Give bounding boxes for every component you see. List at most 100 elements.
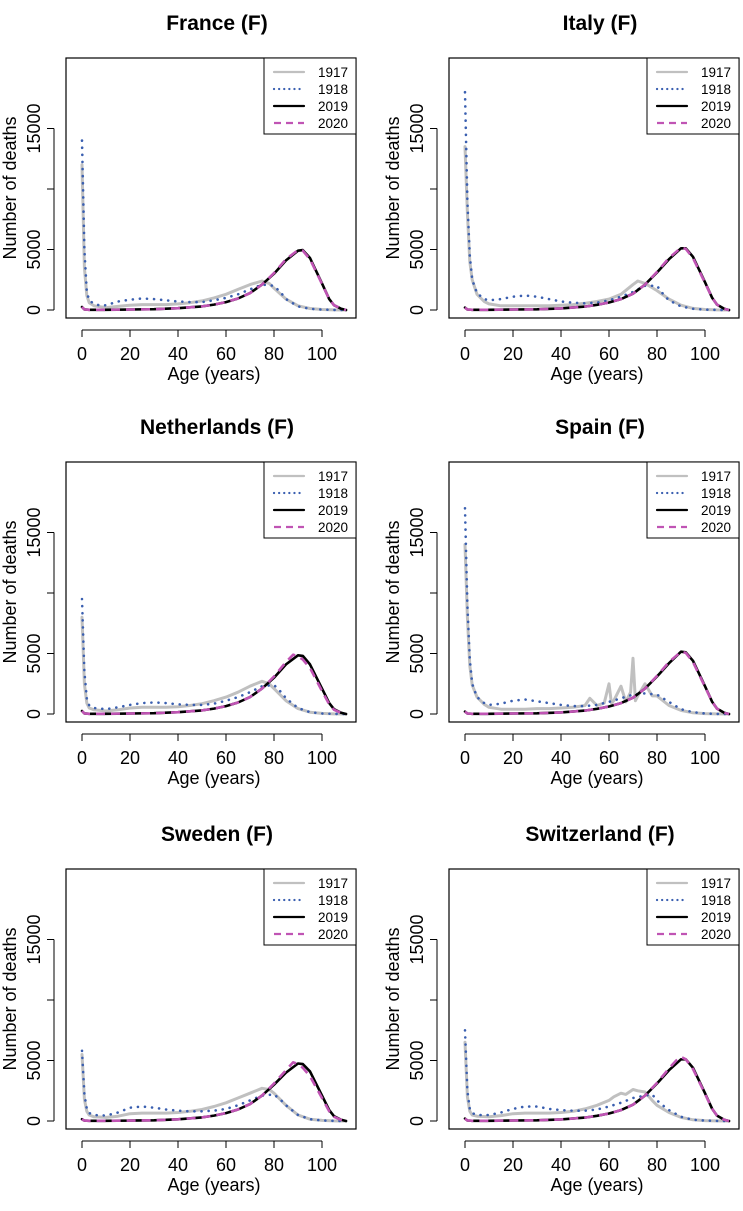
legend-label: 1917 (318, 65, 348, 80)
legend-label: 2019 (701, 99, 731, 114)
x-tick-label: 100 (307, 344, 337, 364)
x-tick-label: 0 (460, 1155, 470, 1175)
x-tick-label: 20 (503, 344, 523, 364)
legend-label: 2020 (318, 116, 348, 131)
x-tick-label: 100 (690, 344, 720, 364)
chart-title: Netherlands (F) (140, 416, 294, 439)
x-tick-label: 60 (599, 344, 619, 364)
x-tick-label: 20 (503, 748, 523, 768)
series-line-1917 (80, 163, 348, 312)
legend: 1917 1918 2019 2020 (263, 461, 357, 539)
legend-box (263, 57, 357, 135)
series-line-1918 (80, 139, 348, 312)
legend-label: 2019 (318, 99, 348, 114)
y-tick-label: 5000 (24, 1040, 44, 1080)
series-line-2020 (464, 1055, 730, 1123)
x-tick-label: 40 (168, 344, 188, 364)
legend-box (646, 461, 740, 539)
x-tick-label: 60 (599, 748, 619, 768)
x-tick-label: 100 (307, 748, 337, 768)
x-tick-label: 80 (647, 748, 667, 768)
y-tick-label: 5000 (407, 229, 427, 269)
x-tick-label: 100 (690, 1155, 720, 1175)
x-axis-label: Age (years) (167, 1175, 260, 1195)
y-axis-label: Number of deaths (0, 520, 20, 663)
x-tick-label: 20 (120, 1155, 140, 1175)
panel-france-f: France (F) 0 20 40 60 80 100 Age (years) 0 5000 15… (0, 12, 357, 384)
x-axis-label: Age (years) (167, 364, 260, 384)
chart-title: Sweden (F) (161, 823, 273, 846)
legend-box (263, 868, 357, 946)
series-line-2020 (81, 1061, 347, 1123)
y-axis-label: Number of deaths (383, 520, 403, 663)
legend-label: 1918 (701, 486, 731, 501)
x-tick-label: 20 (120, 748, 140, 768)
legend: 1917 1918 2019 2020 (646, 57, 740, 135)
x-tick-label: 100 (690, 748, 720, 768)
legend-label: 1918 (318, 486, 348, 501)
x-tick-label: 20 (503, 1155, 523, 1175)
legend-label: 1917 (701, 65, 731, 80)
legend-label: 1918 (318, 82, 348, 97)
series-line-1917 (463, 145, 731, 312)
legend-label: 1917 (701, 876, 731, 891)
y-tick-label: 0 (407, 305, 427, 315)
x-tick-label: 80 (264, 748, 284, 768)
panel-switzerland-f: Switzerland (F) 0 20 40 60 80 100 Age (years) 0 5… (383, 823, 740, 1195)
legend-box (646, 868, 740, 946)
y-tick-label: 0 (24, 709, 44, 719)
y-tick-label: 0 (407, 709, 427, 719)
series-line-2019 (80, 248, 348, 312)
x-tick-label: 100 (307, 1155, 337, 1175)
plot-frame (65, 461, 357, 723)
series-line-1917 (80, 1053, 348, 1123)
chart-title: France (F) (166, 12, 268, 35)
panel-netherlands-f: Netherlands (F) 0 20 40 60 80 100 Age (years) 0 5… (0, 416, 357, 788)
y-tick-label: 5000 (407, 1040, 427, 1080)
y-axis-label: Number of deaths (0, 927, 20, 1070)
y-tick-label: 0 (407, 1116, 427, 1126)
legend-label: 2020 (701, 520, 731, 535)
y-axis-label: Number of deaths (0, 116, 20, 259)
series-line-2020 (464, 246, 730, 312)
x-tick-label: 40 (168, 748, 188, 768)
plot-frame (448, 868, 740, 1130)
x-axis-label: Age (years) (550, 364, 643, 384)
x-tick-label: 60 (599, 1155, 619, 1175)
chart-title: Spain (F) (555, 416, 645, 439)
x-tick-label: 0 (460, 344, 470, 364)
y-tick-label: 15000 (24, 103, 44, 153)
x-tick-label: 0 (77, 748, 87, 768)
plot-frame (65, 57, 357, 319)
legend-label: 1917 (318, 469, 348, 484)
panel-italy-f: Italy (F) 0 20 40 60 80 100 Age (years) 0 5000 150… (383, 12, 740, 384)
x-axis-label: Age (years) (550, 1175, 643, 1195)
y-tick-label: 0 (24, 305, 44, 315)
x-tick-label: 0 (460, 748, 470, 768)
legend: 1917 1918 2019 2020 (263, 57, 357, 135)
x-tick-label: 0 (77, 1155, 87, 1175)
panel-spain-f: Spain (F) 0 20 40 60 80 100 Age (years) 0 5000 150… (383, 416, 740, 788)
legend: 1917 1918 2019 2020 (646, 461, 740, 539)
series-line-1917 (463, 543, 731, 716)
x-tick-label: 60 (216, 1155, 236, 1175)
x-tick-label: 80 (264, 1155, 284, 1175)
legend-label: 2019 (701, 910, 731, 925)
x-tick-label: 40 (168, 1155, 188, 1175)
x-axis-label: Age (years) (550, 768, 643, 788)
y-tick-label: 15000 (24, 507, 44, 557)
legend-label: 2019 (701, 503, 731, 518)
legend: 1917 1918 2019 2020 (263, 868, 357, 946)
legend-label: 2020 (701, 116, 731, 131)
plot-frame (448, 461, 740, 723)
y-axis-label: Number of deaths (383, 116, 403, 259)
legend-box (646, 57, 740, 135)
chart-title: Italy (F) (563, 12, 638, 35)
y-tick-label: 15000 (407, 507, 427, 557)
series-line-1918 (80, 597, 348, 716)
x-tick-label: 0 (77, 344, 87, 364)
y-tick-label: 15000 (407, 103, 427, 153)
legend-label: 2020 (701, 927, 731, 942)
x-tick-label: 40 (551, 1155, 571, 1175)
x-tick-label: 80 (264, 344, 284, 364)
